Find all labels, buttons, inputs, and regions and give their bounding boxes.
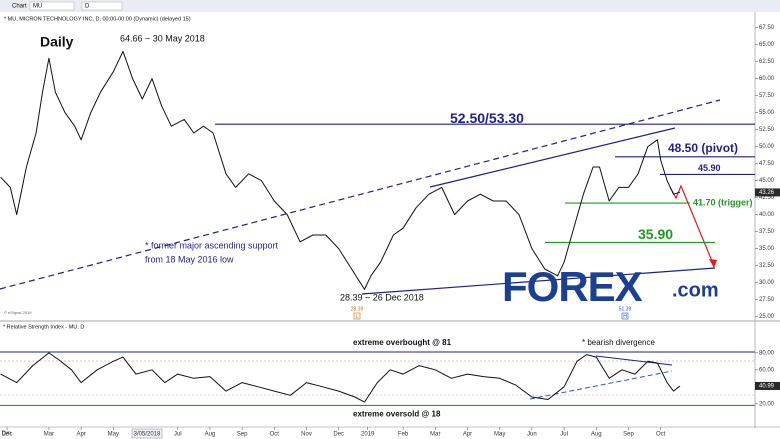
x-tick-label: Nov xyxy=(301,432,312,438)
logo-suffix: .com xyxy=(672,279,719,301)
x-tick-label: Oct xyxy=(656,432,666,438)
x-tick-label: Jul xyxy=(174,432,182,438)
marker-value: 51.39 xyxy=(619,306,632,312)
series-line xyxy=(0,352,681,403)
x-tick-label: May xyxy=(108,432,119,438)
channel-lower xyxy=(361,267,716,295)
level-label: 41.70 (trigger) xyxy=(693,197,753,207)
chart-title: Daily xyxy=(40,34,74,50)
y-tick-label: 47.50 xyxy=(759,161,775,167)
x-tick-label: Oct xyxy=(270,432,280,438)
x-tick-label: Dec xyxy=(2,432,13,438)
x-tick-label: Aug xyxy=(205,432,216,438)
y-tick-label: 37.50 xyxy=(759,229,775,235)
y-tick-label: 60.00 xyxy=(759,76,775,82)
y-tick-label: 80.00 xyxy=(759,350,775,356)
x-tick-label: Feb xyxy=(398,432,409,438)
symbol-box[interactable] xyxy=(29,1,75,11)
x-tick-label: Sep xyxy=(237,432,248,438)
x-tick-label: Mar xyxy=(44,432,54,438)
annotation: 64.66 ~ 30 May 2018 xyxy=(120,33,205,43)
y-tick-label: 45.00 xyxy=(759,178,775,184)
x-tick-label: Jun xyxy=(527,432,537,438)
marker-box xyxy=(621,312,629,320)
subtitle: * MU, MICRON TECHNOLOGY INC, D, 00:00-00… xyxy=(4,16,191,22)
series-line xyxy=(0,50,681,290)
y-tick-label: 67.50 xyxy=(759,25,775,31)
toolbar-interval[interactable]: D xyxy=(85,4,90,10)
marker-value: 28.39 xyxy=(351,306,364,312)
y-tick-label: 35.00 xyxy=(759,246,775,252)
x-tick-label: May xyxy=(494,432,505,438)
last-value-label: 43.26 xyxy=(759,190,775,196)
annotation: from 18 May 2016 low xyxy=(145,254,234,264)
annotation: * bearish divergence xyxy=(582,338,655,347)
rsi-title: * Relative Strength Index - MU, D xyxy=(3,324,84,330)
marker-letter: L xyxy=(356,314,359,320)
level-label: 35.90 xyxy=(638,226,673,242)
projection-arrowhead xyxy=(709,259,717,268)
y-tick-label: 30.00 xyxy=(759,280,775,286)
x-tick-label: 2019 xyxy=(361,432,375,438)
marker-box xyxy=(353,312,361,320)
last-value-label: 40.99 xyxy=(759,384,775,390)
level-label: extreme overbought @ 81 xyxy=(353,338,452,347)
level-label: 48.50 (pivot) xyxy=(668,141,738,155)
toolbar-symbol[interactable]: MU xyxy=(33,4,42,10)
y-tick-label: 32.50 xyxy=(759,263,775,269)
y-tick-label: 57.50 xyxy=(759,93,775,99)
x-tick-label: Apr xyxy=(76,432,85,438)
level-label: 52.50/53.30 xyxy=(450,110,524,126)
y-tick-label: 50.00 xyxy=(759,144,775,150)
toolbar xyxy=(0,0,780,12)
y-tick-label: 55.00 xyxy=(759,110,775,116)
y-tick-label: 65.00 xyxy=(759,42,775,48)
y-tick-label: 52.50 xyxy=(759,127,775,133)
y-tick-label: 20.00 xyxy=(759,401,775,407)
y-tick-label: 60.00 xyxy=(759,367,775,373)
x-tick-label: Jul xyxy=(560,432,568,438)
y-tick-label: 25.00 xyxy=(759,314,775,320)
y-tick-label: 27.50 xyxy=(759,297,775,303)
level-label: extreme oversold @ 18 xyxy=(353,410,441,419)
level-label: 45.90 xyxy=(698,163,721,173)
y-tick-label: 62.50 xyxy=(759,59,775,65)
annotation: 28.39 ~ 26 Dec 2018 xyxy=(340,292,424,302)
marker-letter: H xyxy=(623,314,627,320)
x-tick-label: Sep xyxy=(623,432,634,438)
channel-upper xyxy=(429,127,676,188)
x-tick-label: Dec xyxy=(333,432,344,438)
cursor-label: 3/05/2018 xyxy=(134,432,161,438)
annotation: * former major ascending support xyxy=(145,240,279,250)
logo-brand: FOREX xyxy=(502,263,643,310)
x-tick-label: Mar xyxy=(430,432,440,438)
divergence-support xyxy=(529,370,673,400)
corner-label: Dyn xyxy=(2,430,11,436)
watermark: © eSignal 2019 xyxy=(4,310,32,315)
cursor-box xyxy=(131,428,163,439)
x-tick-label: Aug xyxy=(591,432,602,438)
y-tick-label: 42.50 xyxy=(759,195,775,201)
x-tick-label: Apr xyxy=(463,432,472,438)
logo: FOREX .com xyxy=(502,263,719,310)
interval-box[interactable] xyxy=(81,1,123,11)
trend-dashed xyxy=(0,99,721,290)
last-value-tag xyxy=(755,188,780,197)
toolbar-chart[interactable]: Chart xyxy=(12,4,27,10)
last-value-tag xyxy=(755,381,780,390)
divergence-line xyxy=(595,355,673,366)
y-tick-label: 40.00 xyxy=(759,212,775,218)
